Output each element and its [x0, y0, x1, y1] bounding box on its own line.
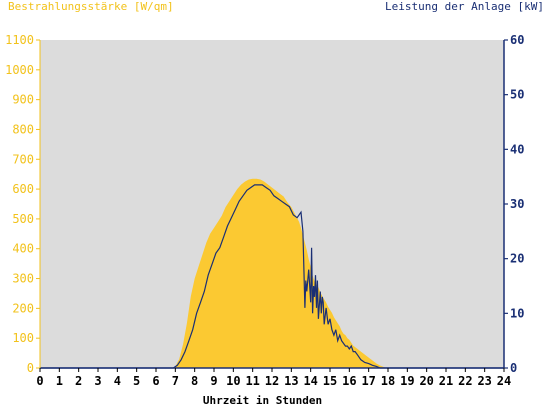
x-axis-tick-label: 21 — [439, 374, 453, 388]
x-axis-tick-label: 24 — [497, 374, 511, 388]
right-axis-tick-label: 40 — [510, 142, 524, 156]
left-axis-tick-label: 800 — [12, 122, 34, 136]
left-axis-tick-label: 1100 — [5, 33, 34, 47]
x-axis-tick-label: 9 — [210, 374, 217, 388]
right-axis-label: Leistung der Anlage [kW] — [385, 0, 544, 13]
x-axis-tick-label: 7 — [172, 374, 179, 388]
x-axis-tick-label: 22 — [458, 374, 472, 388]
irradiance-area — [40, 178, 504, 368]
power-line — [40, 184, 504, 369]
x-axis-tick-label: 12 — [265, 374, 279, 388]
right-axis-tick-label: 60 — [510, 33, 524, 47]
x-axis-label: Uhrzeit in Stunden — [202, 394, 323, 407]
x-axis-tick-label: 4 — [114, 374, 121, 388]
x-axis-tick-label: 5 — [133, 374, 140, 388]
right-axis-tick-label: 50 — [510, 88, 524, 102]
right-axis-tick-label: 20 — [510, 252, 524, 266]
x-axis-tick-label: 11 — [245, 374, 259, 388]
x-axis-tick-label: 0 — [36, 374, 43, 388]
left-axis-label: Bestrahlungsstärke [W/qm] — [8, 0, 174, 13]
x-axis-tick-label: 19 — [400, 374, 414, 388]
right-axis-tick-label: 30 — [510, 197, 524, 211]
right-axis-tick-label: 10 — [510, 306, 524, 320]
x-axis-tick-label: 16 — [342, 374, 356, 388]
left-axis-tick-label: 100 — [12, 331, 34, 345]
left-axis-tick-label: 200 — [12, 301, 34, 315]
x-axis-tick-label: 17 — [361, 374, 375, 388]
x-axis-tick-label: 23 — [477, 374, 491, 388]
left-axis-tick-label: 500 — [12, 212, 34, 226]
x-axis-tick-label: 10 — [226, 374, 240, 388]
x-axis-tick-label: 13 — [284, 374, 298, 388]
x-axis-tick-label: 1 — [56, 374, 63, 388]
left-axis-tick-label: 700 — [12, 152, 34, 166]
right-axis-tick-label: 0 — [510, 361, 517, 375]
x-axis-tick-label: 8 — [191, 374, 198, 388]
left-axis-tick-label: 900 — [12, 93, 34, 107]
x-axis-tick-label: 2 — [75, 374, 82, 388]
x-axis-tick-label: 18 — [381, 374, 395, 388]
x-axis-tick-label: 15 — [323, 374, 337, 388]
left-axis-tick-label: 1000 — [5, 63, 34, 77]
left-axis-tick-label: 600 — [12, 182, 34, 196]
left-axis-tick-label: 400 — [12, 242, 34, 256]
x-axis-tick-label: 20 — [419, 374, 433, 388]
x-axis-tick-label: 6 — [152, 374, 159, 388]
x-axis-tick-label: 3 — [94, 374, 101, 388]
x-axis-tick-label: 14 — [303, 374, 317, 388]
left-axis-tick-label: 0 — [27, 361, 34, 375]
left-axis-tick-label: 300 — [12, 272, 34, 286]
